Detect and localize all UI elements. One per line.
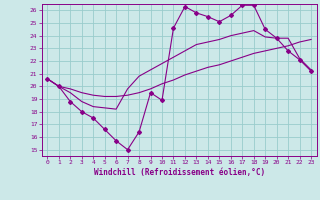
- X-axis label: Windchill (Refroidissement éolien,°C): Windchill (Refroidissement éolien,°C): [94, 168, 265, 177]
